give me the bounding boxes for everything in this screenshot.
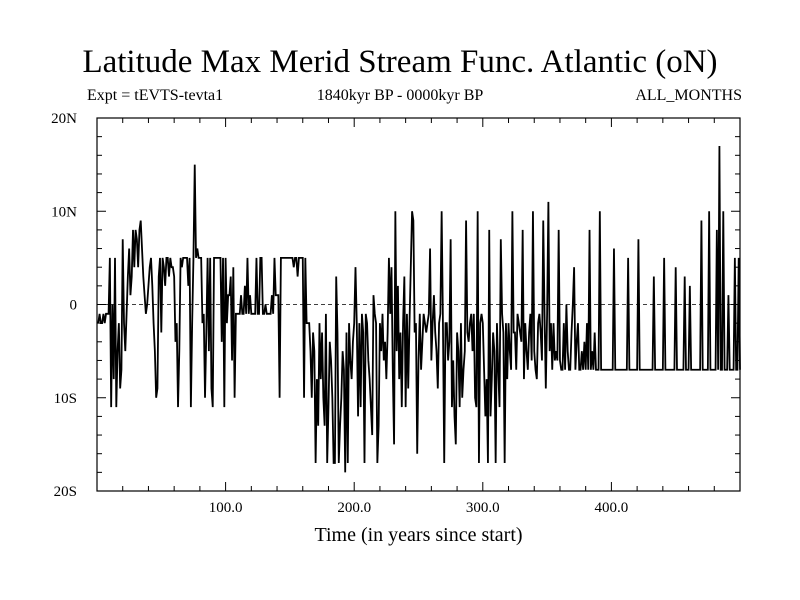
series-line	[97, 145, 741, 473]
x-axis-label: Time (in years since start)	[314, 524, 523, 546]
x-tick-label: 100.0	[209, 500, 243, 516]
months-label: ALL_MONTHS	[635, 87, 742, 104]
experiment-label: Expt = tEVTS-tevta1	[87, 87, 224, 104]
y-tick-label: 20S	[54, 484, 77, 500]
plot-frame	[96, 117, 741, 492]
y-tick-label: 0	[70, 298, 78, 314]
axis-ticks	[97, 118, 740, 491]
x-tick-label: 300.0	[466, 500, 500, 516]
y-tick-label: 10N	[51, 204, 77, 220]
x-tick-label: 400.0	[595, 500, 629, 516]
x-tick-label: 200.0	[337, 500, 371, 516]
tick-labels: 100.0 200.0 300.0 400.0 20S 10S 0 10N 20N	[51, 111, 628, 516]
chart-title: Latitude Max Merid Stream Func. Atlantic…	[82, 44, 718, 80]
y-tick-label: 20N	[51, 111, 77, 127]
period-label: 1840kyr BP - 0000kyr BP	[316, 87, 484, 104]
y-tick-label: 10S	[54, 391, 77, 407]
